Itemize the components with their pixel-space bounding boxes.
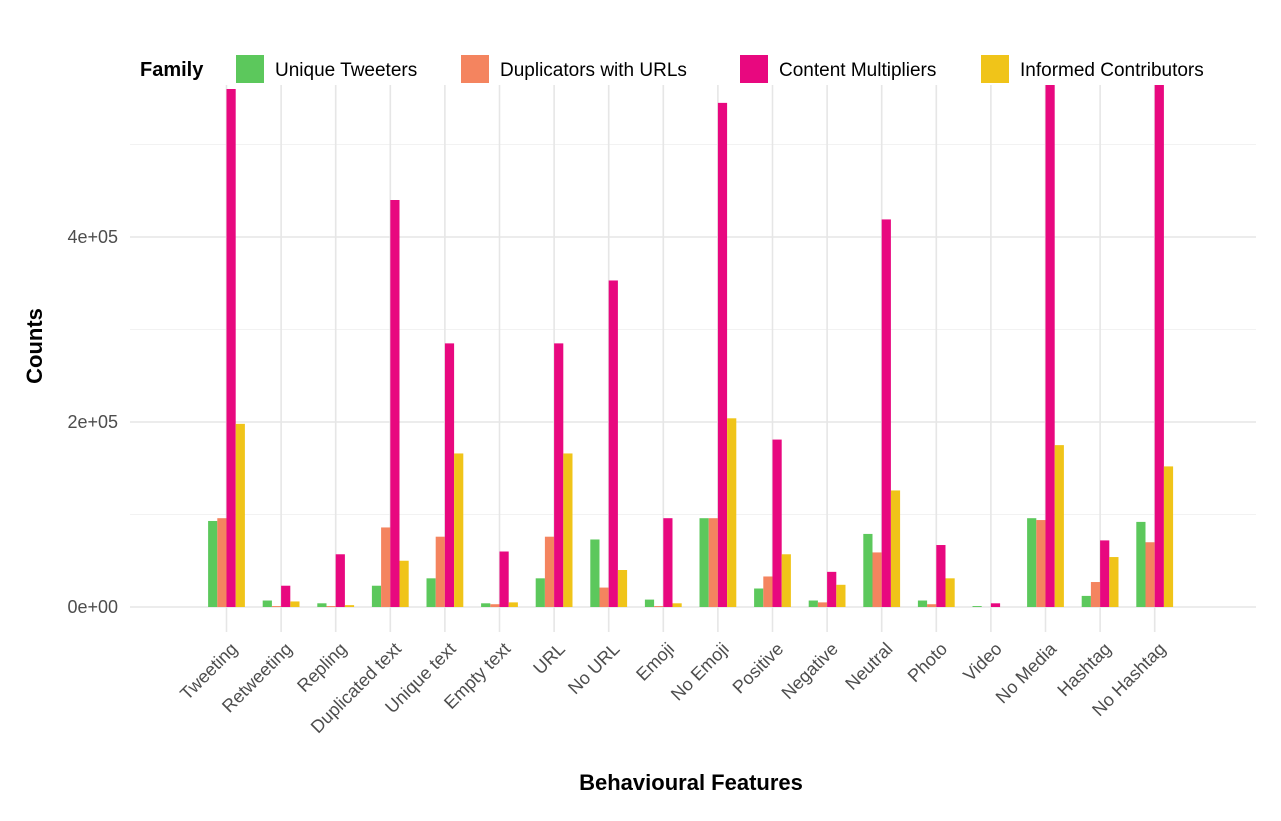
bar bbox=[235, 423, 245, 607]
bar bbox=[644, 599, 655, 607]
legend-label: Content Multipliers bbox=[779, 60, 936, 81]
bar bbox=[945, 578, 955, 607]
bar bbox=[617, 570, 628, 607]
y-axis-title: Counts bbox=[22, 308, 47, 384]
y-tick-label: 4e+05 bbox=[67, 227, 118, 247]
y-axis-ticks: 0e+00 2e+05 4e+05 bbox=[67, 227, 118, 617]
bar bbox=[426, 578, 436, 607]
bar bbox=[717, 102, 728, 607]
bar bbox=[226, 89, 236, 607]
bar bbox=[1145, 542, 1155, 607]
x-tick-label: No URL bbox=[564, 639, 623, 698]
bar bbox=[836, 584, 846, 607]
y-tick-label: 0e+00 bbox=[67, 597, 118, 617]
bar bbox=[972, 606, 982, 607]
bar bbox=[1027, 518, 1037, 607]
legend: Family Unique Tweeters Duplicators with U… bbox=[140, 55, 1204, 83]
bar bbox=[490, 604, 500, 607]
y-tick-label: 2e+05 bbox=[67, 412, 118, 432]
bar bbox=[990, 603, 1001, 607]
bar bbox=[1100, 540, 1110, 607]
bars bbox=[208, 85, 1174, 608]
bar bbox=[381, 527, 391, 607]
bar bbox=[817, 602, 828, 607]
bar bbox=[435, 536, 445, 607]
bar bbox=[1045, 85, 1055, 607]
legend-key bbox=[740, 55, 768, 83]
x-tick-label: No Emoji bbox=[667, 639, 733, 705]
bar bbox=[590, 539, 600, 607]
bar bbox=[754, 588, 764, 607]
bar bbox=[1136, 521, 1146, 607]
bar bbox=[217, 518, 227, 607]
bar bbox=[1109, 557, 1119, 607]
bar bbox=[390, 200, 400, 607]
bar bbox=[563, 453, 573, 607]
legend-label: Duplicators with URLs bbox=[500, 60, 687, 81]
x-axis-title: Behavioural Features bbox=[579, 770, 803, 795]
bar bbox=[481, 603, 491, 607]
x-tick-label: No Media bbox=[992, 638, 1061, 707]
bar bbox=[917, 600, 928, 607]
bar bbox=[1154, 85, 1164, 607]
bar bbox=[499, 551, 509, 607]
bar bbox=[399, 560, 409, 607]
bar bbox=[335, 554, 345, 607]
bar bbox=[535, 578, 545, 607]
bar bbox=[890, 490, 901, 607]
x-tick-label: URL bbox=[529, 639, 569, 679]
legend-label: Unique Tweeters bbox=[275, 60, 417, 81]
bar bbox=[708, 518, 718, 607]
bar bbox=[326, 606, 336, 607]
bar bbox=[1163, 466, 1174, 607]
bar bbox=[927, 604, 937, 607]
bar bbox=[544, 536, 555, 607]
bar bbox=[881, 219, 891, 608]
bar bbox=[371, 585, 382, 607]
legend-key bbox=[981, 55, 1009, 83]
bar bbox=[608, 280, 618, 607]
bar bbox=[781, 554, 791, 607]
bar bbox=[454, 453, 464, 607]
bar bbox=[208, 520, 218, 607]
x-tick-label: Photo bbox=[904, 639, 951, 686]
bar bbox=[1090, 582, 1101, 607]
bar bbox=[290, 601, 300, 607]
x-tick-label: Neutral bbox=[841, 639, 896, 694]
bar bbox=[554, 343, 564, 607]
bar bbox=[1054, 445, 1064, 607]
bar bbox=[281, 585, 291, 607]
bar bbox=[1036, 520, 1046, 607]
legend-key bbox=[236, 55, 264, 83]
bar bbox=[262, 600, 272, 607]
bar bbox=[508, 602, 518, 607]
bar bbox=[599, 587, 609, 607]
bar bbox=[772, 439, 782, 607]
bar bbox=[317, 603, 327, 607]
bar bbox=[699, 518, 709, 607]
bar bbox=[271, 606, 282, 607]
legend-label: Informed Contributors bbox=[1020, 60, 1204, 81]
bar bbox=[863, 533, 873, 607]
bar bbox=[827, 571, 837, 607]
x-tick-label: Emoji bbox=[632, 639, 678, 685]
bar bbox=[763, 576, 773, 607]
bar bbox=[936, 545, 946, 607]
bar bbox=[808, 600, 818, 607]
bar bbox=[654, 606, 664, 607]
legend-title: Family bbox=[140, 59, 204, 81]
x-tick-label: Negative bbox=[778, 639, 842, 703]
legend-key bbox=[461, 55, 489, 83]
bar bbox=[444, 343, 455, 607]
x-tick-label: Video bbox=[959, 639, 1005, 685]
bar bbox=[872, 552, 882, 607]
bar bbox=[727, 418, 737, 607]
bar bbox=[663, 518, 673, 607]
grid-lines bbox=[130, 85, 1256, 632]
bar bbox=[1081, 595, 1091, 607]
bar bbox=[672, 603, 682, 607]
bar bbox=[344, 605, 355, 607]
